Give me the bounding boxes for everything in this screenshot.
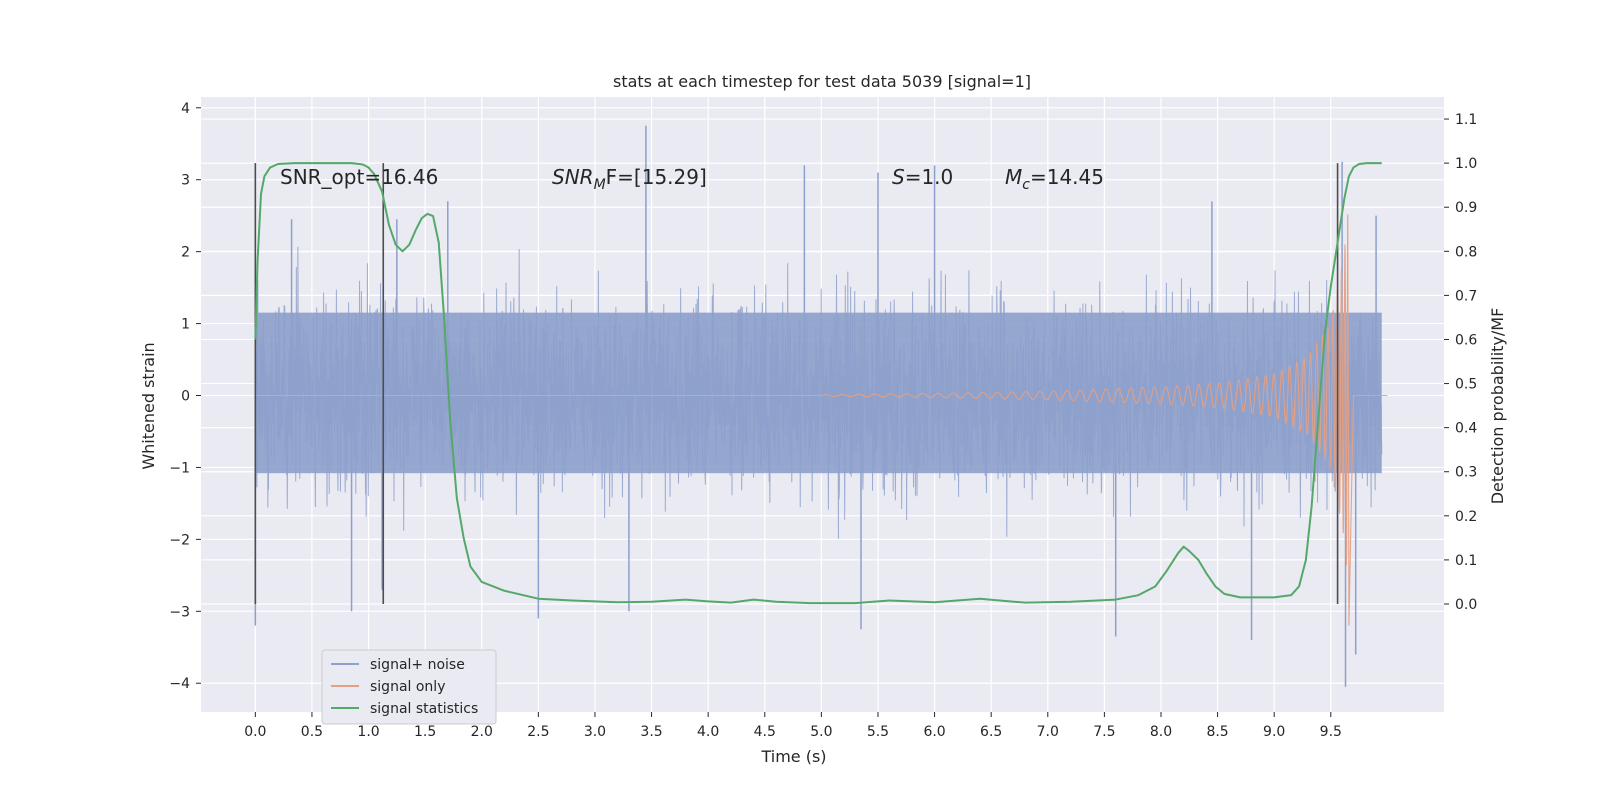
y2-axis-label: Detection probability/MF xyxy=(1488,308,1507,505)
series-signal-plus-noise xyxy=(254,125,1383,687)
x-tick-label: 9.5 xyxy=(1320,724,1342,740)
y2-tick-label: 0.9 xyxy=(1455,200,1477,216)
y-tick-label: −3 xyxy=(169,604,190,620)
y2-tick-label: 0.8 xyxy=(1455,244,1477,260)
x-tick-label: 6.5 xyxy=(980,724,1002,740)
x-tick-label: 2.5 xyxy=(527,724,549,740)
x-tick-label: 1.0 xyxy=(357,724,379,740)
legend: signal+ noise signal only signal statist… xyxy=(321,649,497,725)
y2-tick-label: 0.7 xyxy=(1455,288,1477,304)
y-tick-label: −2 xyxy=(169,532,190,548)
x-tick-label: 5.0 xyxy=(810,724,832,740)
y2-tick-label: 0.4 xyxy=(1455,421,1477,437)
x-tick-label: 4.5 xyxy=(754,724,776,740)
y2-axis-ticks: 0.0 0.1 0.2 0.3 0.4 0.5 0.6 0.7 0.8 0.9 1.0 1.1 xyxy=(1444,112,1477,613)
y2-tick-label: 0.1 xyxy=(1455,553,1477,569)
y-tick-label: 3 xyxy=(181,173,190,189)
annotation-mc-rest: =14.45 xyxy=(1030,165,1104,189)
y-axis-ticks: −4 −3 −2 −1 0 1 2 3 4 xyxy=(169,101,201,692)
annotation-snr-mf-sub: M xyxy=(594,177,606,193)
x-tick-label: 3.5 xyxy=(640,724,662,740)
y2-tick-label: 0.6 xyxy=(1455,332,1477,348)
noise-core-band xyxy=(255,312,1382,474)
y2-tick-label: 1.1 xyxy=(1455,112,1477,128)
legend-label-signal-only: signal only xyxy=(370,679,445,695)
annotation-s-var: S xyxy=(892,165,905,189)
y-tick-label: 0 xyxy=(181,389,190,405)
x-tick-label: 0.0 xyxy=(244,724,266,740)
annotation-mc: Mc=14.45 xyxy=(1005,165,1104,193)
annotation-snr-mf-rest: F=[15.29] xyxy=(606,165,707,189)
x-tick-label: 8.0 xyxy=(1150,724,1172,740)
x-tick-label: 1.5 xyxy=(414,724,436,740)
annotation-s: S=1.0 xyxy=(892,165,953,189)
x-tick-label: 5.5 xyxy=(867,724,889,740)
x-axis-label: Time (s) xyxy=(760,747,826,766)
x-tick-label: 8.5 xyxy=(1206,724,1228,740)
annotations: SNR_opt=16.46 SNRMF=[15.29] S=1.0 Mc=14.… xyxy=(280,165,1104,193)
annotation-mc-base: M xyxy=(1005,165,1022,189)
series-signal-statistics xyxy=(254,162,1382,605)
y-tick-label: 1 xyxy=(181,317,190,333)
legend-box xyxy=(321,649,497,725)
x-tick-label: 7.5 xyxy=(1093,724,1115,740)
x-tick-label: 3.0 xyxy=(584,724,606,740)
y-tick-label: 2 xyxy=(181,245,190,261)
y2-tick-label: 0.5 xyxy=(1455,377,1477,393)
x-tick-label: 2.0 xyxy=(471,724,493,740)
annotation-snr-opt: SNR_opt=16.46 xyxy=(280,165,438,189)
x-tick-label: 7.0 xyxy=(1037,724,1059,740)
legend-label-signal-plus-noise: signal+ noise xyxy=(370,657,465,673)
signal-only-line xyxy=(255,214,1388,626)
annotation-snr-mf: SNRMF=[15.29] xyxy=(552,165,707,193)
y2-tick-label: 1.0 xyxy=(1455,156,1477,172)
annotation-snr-mf-base: SNR xyxy=(552,165,594,189)
y-tick-label: −1 xyxy=(169,460,190,476)
y-tick-label: −4 xyxy=(169,676,190,692)
x-tick-label: 4.0 xyxy=(697,724,719,740)
x-tick-label: 0.5 xyxy=(301,724,323,740)
x-tick-label: 6.0 xyxy=(923,724,945,740)
y-axis-label: Whitened strain xyxy=(139,342,158,469)
signal-statistics-line xyxy=(254,162,1382,605)
legend-label-signal-statistics: signal statistics xyxy=(370,701,478,717)
y2-tick-label: 0.2 xyxy=(1455,509,1477,525)
annotation-mc-sub: c xyxy=(1022,177,1030,193)
annotation-s-rest: =1.0 xyxy=(905,165,954,189)
series-signal-only xyxy=(255,214,1388,626)
x-axis-ticks: 0.0 0.5 1.0 1.5 2.0 2.5 3.0 3.5 4.0 4.5 5.0 5.5 6.0 6… xyxy=(244,712,1342,740)
y-tick-label: 4 xyxy=(181,101,190,117)
y2-tick-label: 0.3 xyxy=(1455,465,1477,481)
x-tick-label: 9.0 xyxy=(1263,724,1285,740)
chart-title: stats at each timestep for test data 503… xyxy=(613,72,1031,91)
y2-tick-label: 0.0 xyxy=(1455,597,1477,613)
